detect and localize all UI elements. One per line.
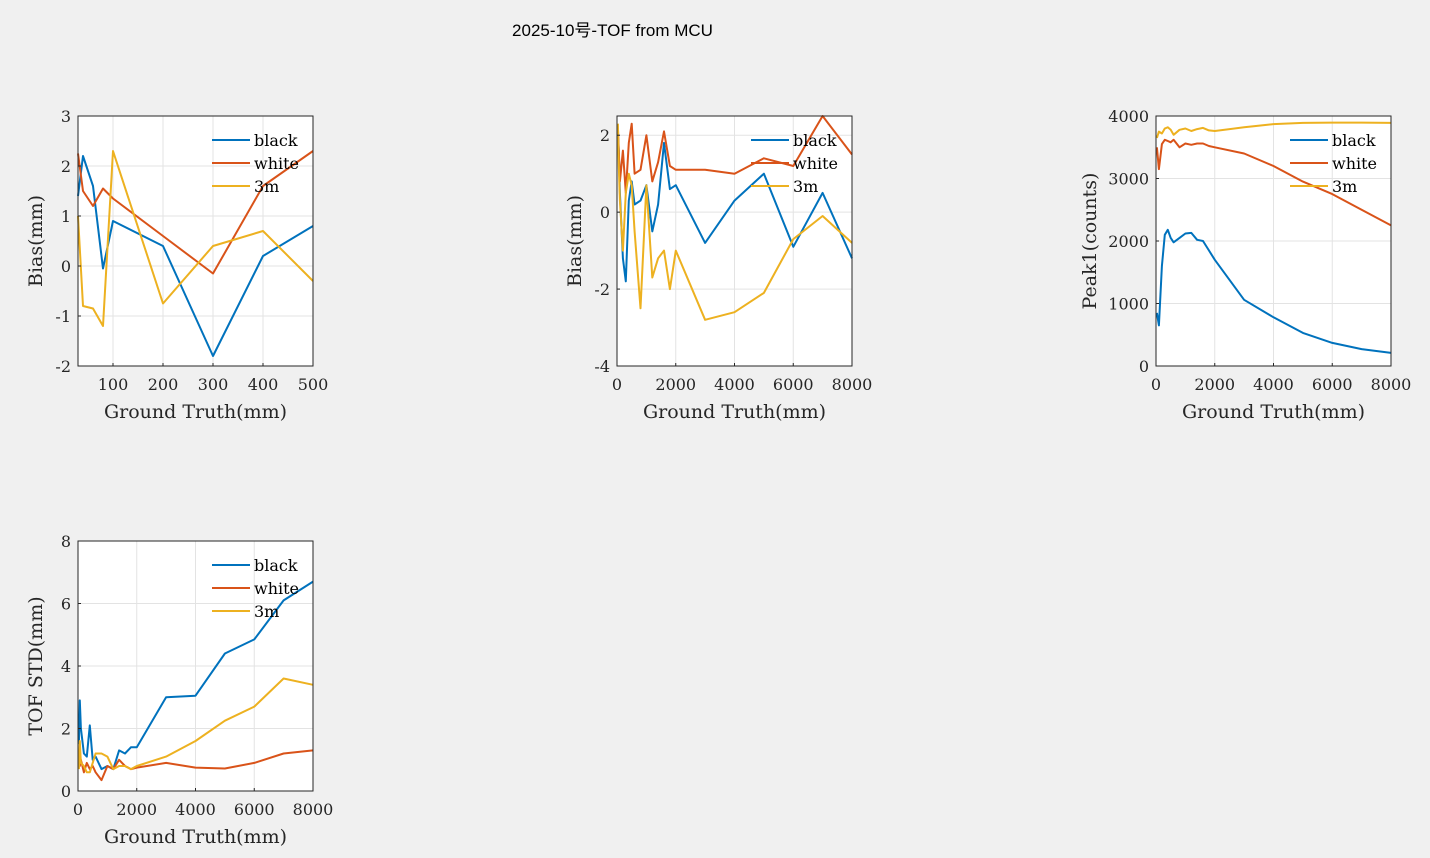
y-tick-label: 0 xyxy=(600,203,610,222)
x-tick-label: 6000 xyxy=(773,375,814,394)
y-tick-label: 2 xyxy=(61,720,71,739)
x-axis-label: Ground Truth(mm) xyxy=(104,826,287,848)
y-tick-label: -2 xyxy=(594,280,610,299)
series-line-black xyxy=(616,135,853,283)
y-tick-label: 0 xyxy=(61,782,71,801)
series-line-3m xyxy=(616,123,853,321)
y-tick-label: -4 xyxy=(594,357,610,376)
x-axis-label: Ground Truth(mm) xyxy=(1182,401,1365,423)
legend-label-white: white xyxy=(254,579,299,598)
legend-label-black: black xyxy=(793,131,837,150)
x-tick-label: 4000 xyxy=(714,375,755,394)
series-line-3m xyxy=(1155,121,1392,139)
y-tick-label: -1 xyxy=(55,307,71,326)
y-tick-label: 3000 xyxy=(1108,170,1149,189)
series-line-3m xyxy=(77,150,314,327)
y-tick-label: 4000 xyxy=(1108,107,1149,126)
series-line-white xyxy=(77,150,314,275)
y-tick-label: 0 xyxy=(1139,357,1149,376)
x-tick-label: 300 xyxy=(198,375,229,394)
x-tick-label: 2000 xyxy=(1194,375,1235,394)
x-tick-label: 6000 xyxy=(1312,375,1353,394)
x-axis-label: Ground Truth(mm) xyxy=(104,401,287,423)
legend-label-white: white xyxy=(793,154,838,173)
legend-label-3m: 3m xyxy=(1332,177,1357,196)
x-tick-label: 6000 xyxy=(234,800,275,819)
x-tick-label: 4000 xyxy=(175,800,216,819)
series-line-white xyxy=(1155,138,1392,227)
x-tick-label: 8000 xyxy=(1371,375,1412,394)
y-tick-label: 4 xyxy=(61,657,71,676)
subplot-tof-std: 0 2000 4000 6000 8000 0 2 4 6 8 Ground Truth(mm) TO… xyxy=(25,532,333,848)
legend-label-white: white xyxy=(254,154,299,173)
subplot-bias-short-range: 100 200 300 400 500 -2 -1 0 1 2 3 Ground Truth(mm) B… xyxy=(25,107,328,423)
y-axis-label: Bias(mm) xyxy=(25,195,47,287)
x-tick-label: 0 xyxy=(73,800,83,819)
x-tick-label: 4000 xyxy=(1253,375,1294,394)
x-tick-label: 8000 xyxy=(293,800,334,819)
x-tick-label: 8000 xyxy=(832,375,873,394)
series-line-3m xyxy=(77,677,314,774)
legend-label-black: black xyxy=(254,131,298,150)
series-line-black xyxy=(77,155,314,357)
x-tick-label: 2000 xyxy=(116,800,157,819)
figure-title: 2025-10号-TOF from MCU xyxy=(512,21,713,40)
y-axis-label: Peak1(counts) xyxy=(1079,173,1101,310)
x-tick-label: 500 xyxy=(298,375,329,394)
y-tick-label: 1000 xyxy=(1108,295,1149,314)
legend-label-3m: 3m xyxy=(254,177,279,196)
x-tick-label: 400 xyxy=(248,375,279,394)
y-tick-label: 2000 xyxy=(1108,232,1149,251)
legend-label-white: white xyxy=(1332,154,1377,173)
y-axis-label: TOF STD(mm) xyxy=(25,596,47,735)
legend-label-3m: 3m xyxy=(254,602,279,621)
y-tick-label: 1 xyxy=(61,207,71,226)
subplot-bias-full-range: 0 2000 4000 6000 8000 -4 -2 0 2 Ground Truth(mm) B… xyxy=(564,115,873,423)
subplot-peak1: 0 2000 4000 6000 8000 0 1000 2000 3000 4000 Ground… xyxy=(1079,107,1411,423)
y-tick-label: 2 xyxy=(600,126,610,145)
y-tick-label: 6 xyxy=(61,595,71,614)
y-tick-label: -2 xyxy=(55,357,71,376)
series-line-black xyxy=(1155,228,1392,354)
legend-label-3m: 3m xyxy=(793,177,818,196)
legend-label-black: black xyxy=(1332,131,1376,150)
x-tick-label: 0 xyxy=(612,375,622,394)
x-axis-label: Ground Truth(mm) xyxy=(643,401,826,423)
y-tick-label: 3 xyxy=(61,107,71,126)
x-tick-label: 0 xyxy=(1151,375,1161,394)
legend-label-black: black xyxy=(254,556,298,575)
y-tick-label: 0 xyxy=(61,257,71,276)
x-tick-label: 100 xyxy=(98,375,129,394)
x-tick-label: 2000 xyxy=(655,375,696,394)
y-axis-label: Bias(mm) xyxy=(564,195,586,287)
axes-box xyxy=(77,115,314,367)
y-tick-label: 8 xyxy=(61,532,71,551)
x-tick-label: 200 xyxy=(148,375,179,394)
y-tick-label: 2 xyxy=(61,157,71,176)
